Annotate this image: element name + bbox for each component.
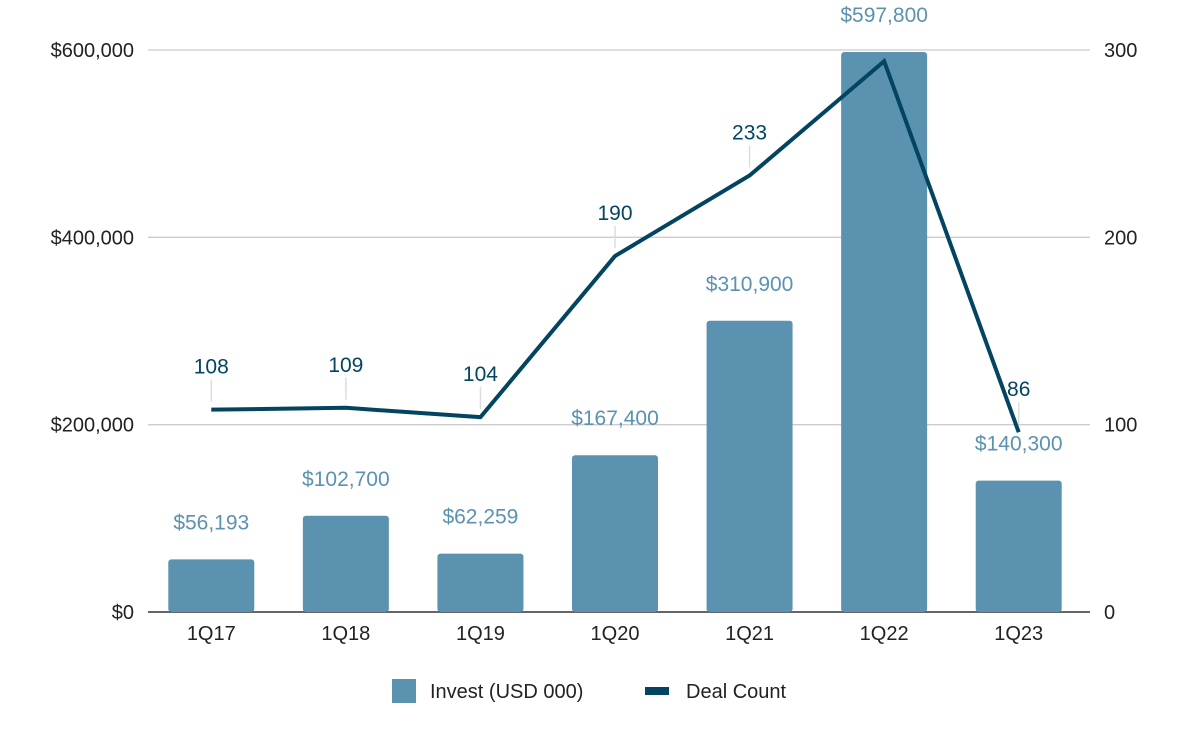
line-data-label: 104 — [463, 363, 498, 386]
line-data-label: 108 — [194, 356, 229, 379]
legend-line-swatch — [645, 687, 669, 695]
bar-data-label: $102,700 — [302, 468, 390, 491]
line-data-label: 109 — [328, 354, 363, 377]
y-right-tick-label: 0 — [1104, 602, 1115, 624]
bar — [841, 52, 927, 612]
y-left-tick-label: $400,000 — [51, 227, 134, 249]
legend-label: Deal Count — [686, 681, 787, 703]
legend-bar-swatch — [392, 679, 416, 703]
x-tick-label: 1Q22 — [860, 623, 909, 645]
y-right-tick-label: 300 — [1104, 40, 1137, 62]
bar-data-label: $310,900 — [706, 273, 794, 296]
y-left-tick-label: $200,000 — [51, 415, 134, 437]
y-left-tick-label: $600,000 — [51, 40, 134, 62]
y-left-tick-label: $0 — [112, 602, 134, 624]
x-tick-label: 1Q17 — [187, 623, 236, 645]
bar — [572, 455, 658, 612]
bar — [976, 481, 1062, 612]
legend-label: Invest (USD 000) — [430, 681, 583, 703]
bar — [437, 554, 523, 612]
x-tick-label: 1Q19 — [456, 623, 505, 645]
bar-data-label: $167,400 — [571, 407, 659, 430]
y-right-tick-label: 100 — [1104, 415, 1137, 437]
x-tick-label: 1Q21 — [725, 623, 774, 645]
bar-data-label: $56,193 — [173, 511, 249, 534]
bar-data-label: $140,300 — [975, 433, 1063, 456]
x-tick-label: 1Q18 — [321, 623, 370, 645]
x-tick-label: 1Q20 — [591, 623, 640, 645]
bar-data-label: $62,259 — [442, 506, 518, 529]
x-tick-label: 1Q23 — [994, 623, 1043, 645]
bar — [168, 559, 254, 612]
bar-data-label: $597,800 — [840, 4, 928, 27]
line-data-label: 86 — [1007, 378, 1030, 401]
bar — [303, 516, 389, 612]
line-data-label: 233 — [732, 122, 767, 145]
bar — [707, 321, 793, 612]
y-right-tick-label: 200 — [1104, 227, 1137, 249]
line-data-label: 190 — [597, 202, 632, 225]
